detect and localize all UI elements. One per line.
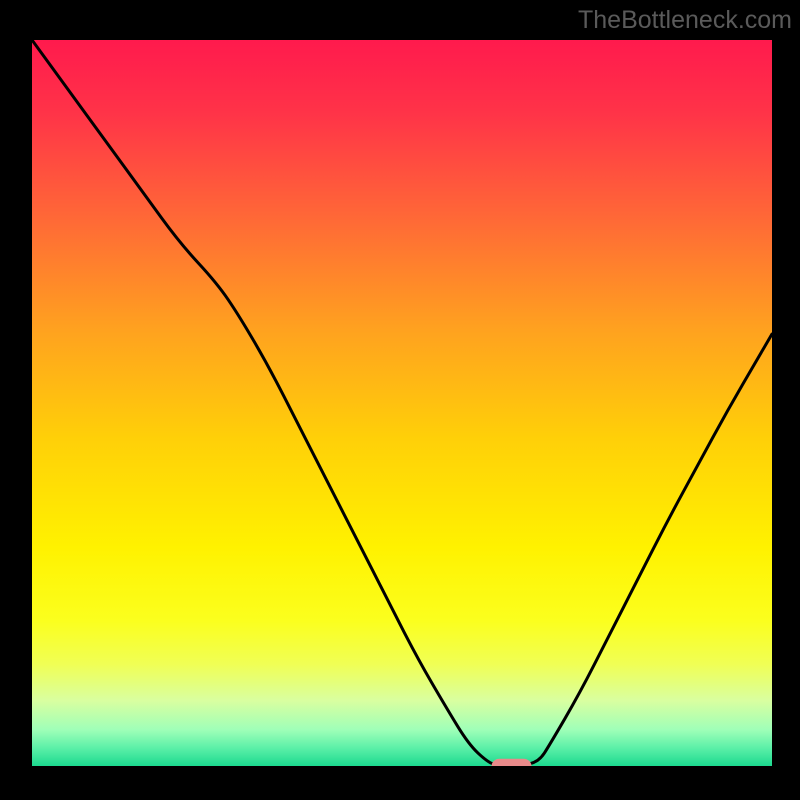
gradient-background — [32, 40, 772, 766]
chart-frame: TheBottleneck.com — [0, 0, 800, 800]
curve-layer — [32, 40, 772, 766]
attribution-text: TheBottleneck.com — [578, 6, 792, 35]
optimal-marker — [492, 759, 532, 766]
plot-area — [32, 40, 772, 766]
